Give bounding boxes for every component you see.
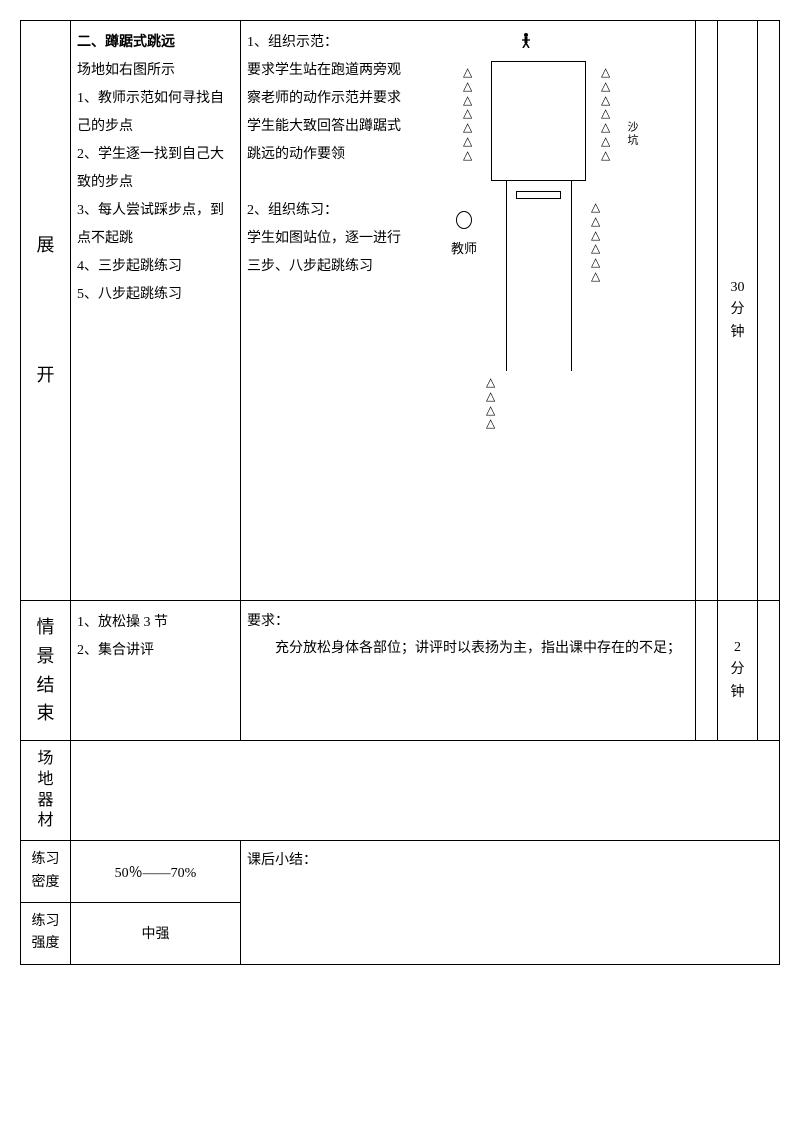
lesson-summary: 课后小结： xyxy=(241,841,780,965)
time1-num: 30 xyxy=(731,280,745,295)
lesson-table: 展 开 二、蹲踞式跳远 场地如右图所示 1、教师示范如何寻找自己的步点 2、学生… xyxy=(20,20,780,965)
density-value: 50％——70% xyxy=(71,841,241,903)
takeoff-board xyxy=(516,191,561,199)
le2: 景 xyxy=(37,646,55,666)
teacher-marker xyxy=(456,211,472,229)
content-l4: 3、每人尝试踩步点，到点不起跳 xyxy=(77,197,234,253)
org1-title: 1、组织示范： xyxy=(247,29,412,57)
label-zhan: 展 xyxy=(37,235,55,255)
sandpit-box xyxy=(491,61,586,181)
eq2: 地 xyxy=(37,771,53,788)
content-l5: 4、三步起跳练习 xyxy=(77,253,234,281)
le1: 情 xyxy=(37,617,55,637)
summary-label: 课后小结： xyxy=(247,853,317,868)
person-icon xyxy=(521,31,531,59)
row-density: 练习 密度 50％——70% 课后小结： xyxy=(21,841,780,903)
label-density: 练习 密度 xyxy=(21,841,71,903)
time2-u2: 钟 xyxy=(731,685,745,700)
org2-title: 2、组织练习： xyxy=(247,197,412,225)
row-ending: 情 景 结 束 1、放松操 3 节 2、集合讲评 要求： 充分放松身体各部位；讲… xyxy=(21,601,780,741)
i2: 强度 xyxy=(32,936,60,951)
ec2: 2、集合讲评 xyxy=(77,637,234,665)
spacer-1 xyxy=(696,21,718,601)
lesson-plan-page: 展 开 二、蹲踞式跳远 场地如右图所示 1、教师示范如何寻找自己的步点 2、学生… xyxy=(20,20,780,965)
students-bottom: △ △ △ △ xyxy=(486,376,494,431)
req-body: 充分放松身体各部位；讲评时以表扬为主，指出课中存在的不足； xyxy=(247,636,689,663)
eq3: 器 xyxy=(37,792,53,809)
time2-u1: 分 xyxy=(731,662,745,677)
intensity-value: 中强 xyxy=(71,902,241,964)
teaching-content: 二、蹲踞式跳远 场地如右图所示 1、教师示范如何寻找自己的步点 2、学生逐一找到… xyxy=(71,21,241,601)
content-l2: 1、教师示范如何寻找自己的步点 xyxy=(77,85,234,141)
runway-right-line xyxy=(571,181,572,371)
equipment-content xyxy=(71,741,780,841)
time-1: 30 分 钟 xyxy=(718,21,758,601)
content-l6: 5、八步起跳练习 xyxy=(77,281,234,309)
field-diagram: 教师 沙坑 △ △ △ △ △ △ △ △ △ △ △ △ △ △ △ △ △ … xyxy=(421,31,641,451)
section-title: 二、蹲踞式跳远 xyxy=(77,29,234,57)
row-zhankai: 展 开 二、蹲踞式跳远 场地如右图所示 1、教师示范如何寻找自己的步点 2、学生… xyxy=(21,21,780,601)
sandpit-label: 沙坑 xyxy=(621,121,643,147)
eq4: 材 xyxy=(37,812,53,829)
org1-body: 要求学生站在跑道两旁观察老师的动作示范并要求学生能大致回答出蹲踞式跳远的动作要领 xyxy=(247,57,412,169)
students-right-top: △ △ △ △ △ △ △ xyxy=(601,66,609,163)
org2-body: 学生如图站位，逐一进行三步、八步起跳练习 xyxy=(247,225,412,281)
teacher-label: 教师 xyxy=(451,236,477,262)
d2: 密度 xyxy=(32,875,60,890)
runway-left-line xyxy=(506,181,507,371)
label-equipment: 场 地 器 材 xyxy=(21,741,71,841)
students-right-mid: △ △ △ △ △ △ xyxy=(591,201,599,284)
le4: 束 xyxy=(37,703,55,723)
content-l1: 场地如右图所示 xyxy=(77,57,234,85)
i1: 练习 xyxy=(32,914,60,929)
label-ending: 情 景 结 束 xyxy=(21,601,71,741)
ending-content: 1、放松操 3 节 2、集合讲评 xyxy=(71,601,241,741)
d1: 练习 xyxy=(32,852,60,867)
label-intensity: 练习 强度 xyxy=(21,902,71,964)
time1-u1: 分 xyxy=(731,302,745,317)
content-l3: 2、学生逐一找到自己大致的步点 xyxy=(77,141,234,197)
organization: 1、组织示范： 要求学生站在跑道两旁观察老师的动作示范并要求学生能大致回答出蹲踞… xyxy=(241,21,696,601)
spacer-1b xyxy=(758,21,780,601)
req-title: 要求： xyxy=(247,609,689,636)
row-equipment: 场 地 器 材 xyxy=(21,741,780,841)
ending-requirements: 要求： 充分放松身体各部位；讲评时以表扬为主，指出课中存在的不足； xyxy=(241,601,696,741)
spacer-2 xyxy=(696,601,718,741)
label-kai: 开 xyxy=(37,365,55,385)
spacer-2b xyxy=(758,601,780,741)
label-zhankai: 展 开 xyxy=(21,21,71,601)
time2-num: 2 xyxy=(734,640,741,655)
time-2: 2 分 钟 xyxy=(718,601,758,741)
eq1: 场 xyxy=(37,750,53,767)
students-left-top: △ △ △ △ △ △ △ xyxy=(463,66,471,163)
le3: 结 xyxy=(37,675,55,695)
time1-u2: 钟 xyxy=(731,325,745,340)
ec1: 1、放松操 3 节 xyxy=(77,609,234,637)
